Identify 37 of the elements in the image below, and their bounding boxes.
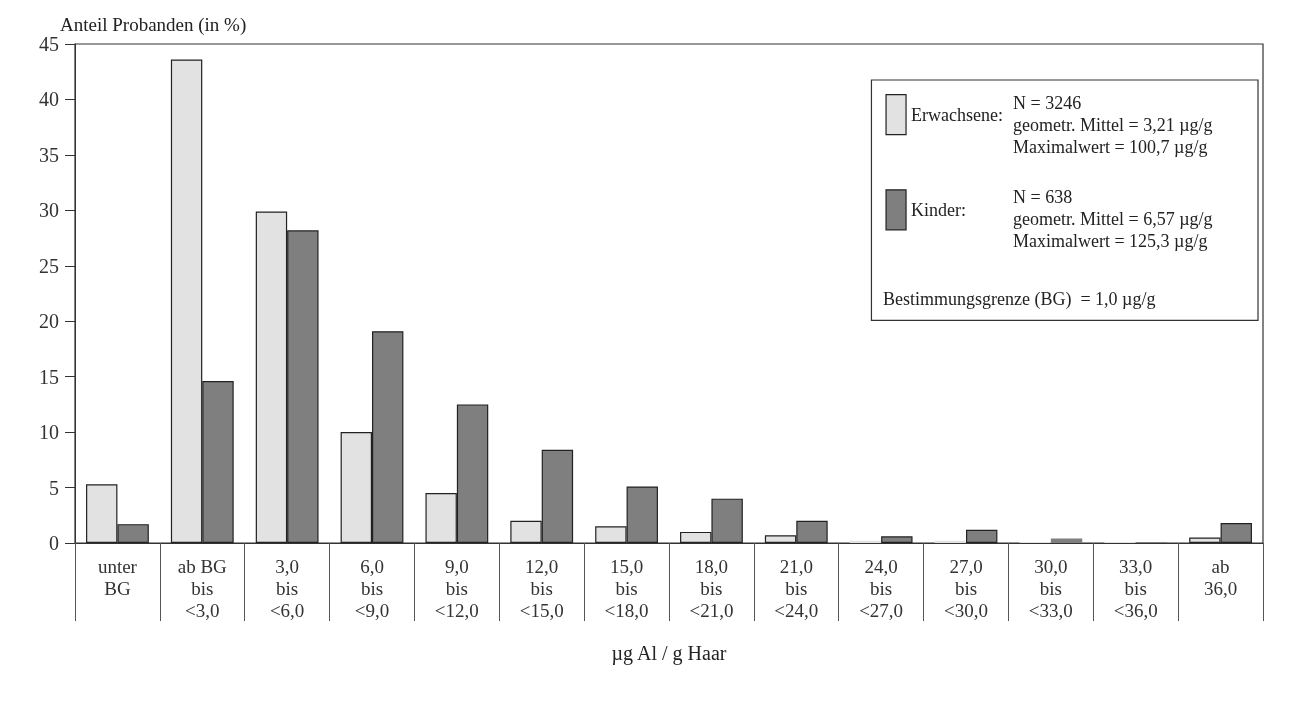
x-tick-label: 9,0 bis <12,0: [434, 555, 479, 621]
y-tick-label: 35: [39, 143, 59, 166]
annotation: N = 638: [1013, 187, 1073, 207]
x-tick-label: 3,0 bis <6,0: [269, 555, 305, 621]
legend-label: Kinder:: [911, 199, 967, 220]
x-tick-label: 18,0 bis <21,0: [689, 555, 734, 621]
x-tick-label: 12,0 bis <15,0: [519, 555, 564, 621]
x-tick-label: 21,0 bis <24,0: [774, 555, 819, 621]
y-tick-label: 40: [39, 88, 59, 111]
y-tick-label: 30: [39, 199, 59, 222]
y-tick-label: 5: [49, 476, 59, 499]
annotation: Maximalwert = 125,3 µg/g: [1013, 231, 1208, 251]
x-tick-label: unter BG: [97, 555, 138, 599]
x-tick-label: 30,0 bis <33,0: [1028, 555, 1073, 621]
annotation: N = 3246: [1013, 93, 1082, 113]
y-tick-label: 25: [39, 254, 59, 277]
bar: [966, 529, 998, 543]
annotation: Maximalwert = 100,7 µg/g: [1013, 137, 1208, 157]
y-tick-label: 0: [49, 532, 59, 554]
x-axis-title: µg Al / g Haar: [611, 642, 727, 665]
x-tick-label: ab BG bis <3,0: [177, 555, 228, 621]
bar: [881, 536, 913, 543]
x-tick-label: 6,0 bis <9,0: [354, 555, 390, 621]
x-tick-label: 27,0 bis <30,0: [944, 555, 988, 621]
x-tick-label: 33,0 bis <36,0: [1113, 555, 1158, 621]
y-axis-title: Anteil Probanden (in %): [60, 14, 247, 37]
annotation: geometr. Mittel = 6,57 µg/g: [1013, 209, 1213, 229]
y-tick-label: 15: [39, 365, 59, 388]
y-tick-label: 20: [39, 310, 59, 333]
x-tick-label: 15,0 bis <18,0: [604, 555, 649, 621]
y-tick-label: 45: [39, 33, 59, 55]
x-tick-label: 24,0 bis <27,0: [859, 555, 904, 621]
annotation: Bestimmungsgrenze (BG) = 1,0 µg/g: [883, 289, 1156, 310]
y-tick-label: 10: [39, 421, 59, 444]
annotation: geometr. Mittel = 3,21 µg/g: [1013, 115, 1213, 135]
legend-label: Erwachsene:: [911, 104, 1003, 125]
x-tick-label: ab 36,0: [1203, 555, 1238, 599]
